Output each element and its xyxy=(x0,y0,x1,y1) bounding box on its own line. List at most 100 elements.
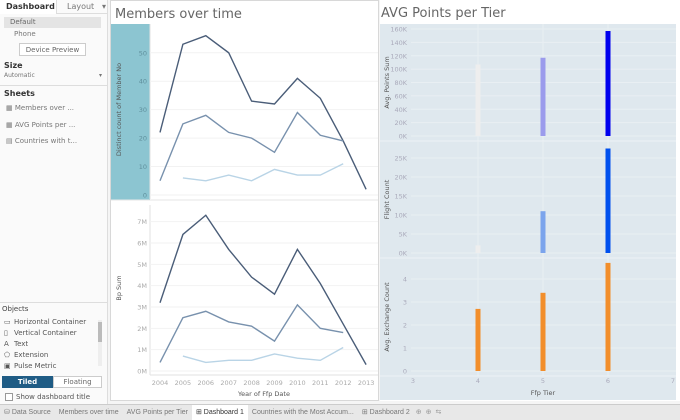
tab-data-source[interactable]: ⛁ Data Source xyxy=(0,405,55,420)
sheet-item[interactable]: ▦ Members over ... xyxy=(6,104,74,112)
y-tick-label: 25K xyxy=(394,155,407,163)
device-preview-button[interactable]: Device Preview xyxy=(19,43,86,56)
new-dashboard-icon[interactable]: ⊕ xyxy=(425,409,432,416)
x-axis-title: Year of Ffp Date xyxy=(237,390,290,398)
y-tick-label: 10 xyxy=(139,163,147,171)
device-phone[interactable]: Phone xyxy=(14,30,36,38)
y-tick-label: 10K xyxy=(394,212,407,220)
axis-highlight xyxy=(111,24,150,200)
device-default[interactable]: Default xyxy=(4,17,101,28)
tab-members-over-time[interactable]: Members over time xyxy=(58,409,119,416)
y-tick-label: 0 xyxy=(143,192,147,200)
tiled-button[interactable]: Tiled xyxy=(2,376,53,388)
object-item[interactable]: ▯ Vertical Container xyxy=(4,329,77,337)
size-heading: Size xyxy=(4,61,23,70)
new-sheet-icon[interactable]: ⊕ xyxy=(415,409,422,416)
chevron-down-icon: ▾ xyxy=(98,72,102,79)
y-tick-label: 20K xyxy=(394,174,407,182)
series-line-2 xyxy=(159,111,344,182)
object-item[interactable]: ⬠ Extension xyxy=(4,351,48,359)
tab-layout[interactable]: Layout ▾ xyxy=(56,0,108,14)
vertical-container-icon: ▯ xyxy=(4,329,8,337)
y-tick-label: 160K xyxy=(390,26,407,34)
x-tick-label: 2011 xyxy=(312,379,329,387)
y-tick-label: 30 xyxy=(139,106,147,114)
tab-label: Dashboard 2 xyxy=(369,409,410,416)
y-tick-label: 1 xyxy=(403,345,407,353)
y-tick-label: 100K xyxy=(390,66,407,74)
sheets-heading: Sheets xyxy=(4,89,35,98)
sheet-label: AVG Points per ... xyxy=(14,121,76,129)
sheet-title: Members over time xyxy=(115,7,242,22)
y-tick-label: 40 xyxy=(139,78,147,86)
floating-button[interactable]: Floating xyxy=(53,376,102,388)
tab-dashboard-2[interactable]: ⊞ Dashboard 2 xyxy=(358,405,414,420)
x-tick-label: 2006 xyxy=(198,379,215,387)
x-tick-label: 2012 xyxy=(335,379,352,387)
new-story-icon[interactable]: ⇆ xyxy=(435,409,442,416)
horizontal-container-icon: ▭ xyxy=(4,318,11,326)
object-item[interactable]: ▣ Pulse Metric xyxy=(4,362,56,370)
object-label: Extension xyxy=(14,351,49,359)
sheet-item[interactable]: ▤ Countries with t... xyxy=(6,137,77,145)
objects-heading: Objects xyxy=(2,305,29,313)
y-axis-title: Bp Sum xyxy=(115,275,123,300)
bar-tier-5 xyxy=(540,211,546,253)
y-tick-label: 3M xyxy=(137,304,147,312)
bar-tier-4 xyxy=(475,64,481,136)
size-select[interactable]: Automatic ▾ xyxy=(4,72,102,79)
bar-tier-6 xyxy=(605,148,611,253)
x-tick-label: 6 xyxy=(606,377,610,385)
object-item[interactable]: ▭ Horizontal Container xyxy=(4,318,86,326)
worksheet-icon: ▦ xyxy=(6,104,15,112)
y-tick-label: 0 xyxy=(403,368,407,376)
sheet-label: Countries with t... xyxy=(14,137,78,145)
tab-dashboard-1[interactable]: ⊞ Dashboard 1 xyxy=(191,405,248,420)
show-title-checkbox[interactable] xyxy=(5,393,13,401)
y-tick-label: 7M xyxy=(137,218,147,226)
dashboard-icon: ⊞ xyxy=(361,409,370,416)
x-tick-label: 2010 xyxy=(289,379,306,387)
objects-scrollbar[interactable] xyxy=(98,320,102,366)
y-tick-label: 6M xyxy=(137,240,147,248)
y-axis-title: Flight Count xyxy=(383,179,391,219)
y-tick-label: 4 xyxy=(403,276,407,284)
worksheet-icon: ▦ xyxy=(6,121,15,129)
tab-countries[interactable]: Countries with the Most Accum... xyxy=(251,409,354,416)
bar-tier-4 xyxy=(475,245,481,253)
sheet-label: Members over ... xyxy=(14,104,75,112)
database-icon: ⛁ xyxy=(4,409,12,416)
x-tick-label: 7 xyxy=(671,377,675,385)
object-label: Text xyxy=(14,340,29,348)
series-line-3 xyxy=(182,346,344,364)
y-axis-title: Avg. Exchange Count xyxy=(383,282,391,352)
bar-tier-6 xyxy=(605,262,611,371)
sheet-title: AVG Points per Tier xyxy=(381,6,506,21)
y-tick-label: 20K xyxy=(394,119,407,127)
bar-tier-5 xyxy=(540,292,546,371)
tab-dashboard[interactable]: Dashboard xyxy=(0,0,56,14)
object-label: Horizontal Container xyxy=(14,318,87,326)
y-tick-label: 40K xyxy=(394,106,407,114)
text-icon: A xyxy=(4,340,9,348)
tab-label: Dashboard 1 xyxy=(203,409,244,416)
y-tick-label: 60K xyxy=(394,92,407,100)
x-tick-label: 2013 xyxy=(358,379,375,387)
worksheet-icon: ▤ xyxy=(6,137,15,145)
divider xyxy=(0,85,108,86)
y-tick-label: 2M xyxy=(137,325,147,333)
y-tick-label: 5K xyxy=(399,231,408,239)
x-tick-label: 3 xyxy=(411,377,415,385)
object-item[interactable]: A Text xyxy=(4,340,28,348)
y-tick-label: 0K xyxy=(399,250,408,258)
series-line-2 xyxy=(159,303,344,363)
x-tick-label: 2009 xyxy=(266,379,283,387)
tab-avg-points[interactable]: AVG Points per Tier xyxy=(126,409,188,416)
plot-background xyxy=(380,24,676,400)
y-axis-title: Avg. Points Sum xyxy=(383,56,391,108)
y-tick-label: 3 xyxy=(403,299,407,307)
y-tick-label: 0M xyxy=(137,368,147,376)
sheet-item[interactable]: ▦ AVG Points per ... xyxy=(6,121,75,129)
object-label: Pulse Metric xyxy=(14,362,57,370)
